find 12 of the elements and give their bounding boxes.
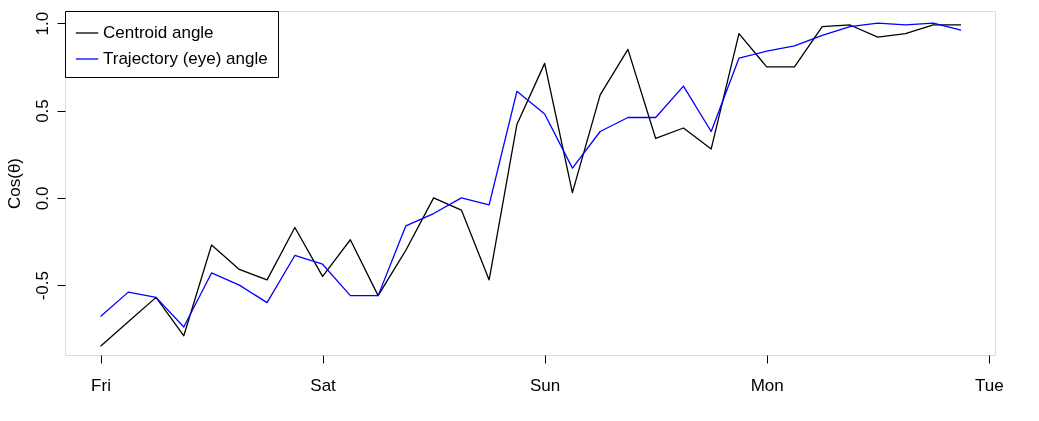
legend-label: Centroid angle — [103, 23, 214, 42]
x-tick-label: Tue — [974, 375, 1004, 395]
y-tick-label: 0.0 — [32, 186, 52, 211]
y-tick-label: 1.0 — [32, 11, 52, 36]
x-tick-label: Sun — [530, 375, 561, 395]
y-axis-title: Cos(θ) — [4, 157, 24, 210]
y-tick-label: -0.5 — [32, 271, 52, 301]
x-tick-label: Mon — [750, 375, 784, 395]
legend-label: Trajectory (eye) angle — [103, 49, 268, 68]
x-tick-label: Sat — [310, 375, 337, 395]
y-tick-label: 0.5 — [32, 99, 52, 123]
x-tick-label: Fri — [91, 375, 111, 395]
